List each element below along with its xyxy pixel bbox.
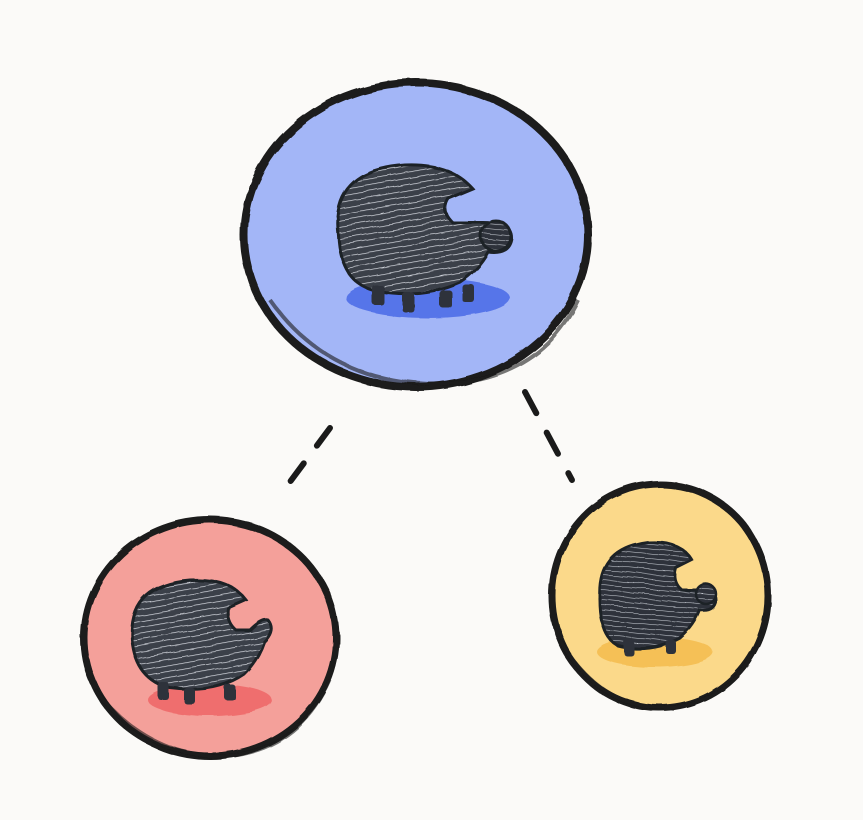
creature-icon [130,578,273,704]
child-node-left[interactable] [80,516,340,760]
connector-right [522,389,575,483]
creature-icon [598,540,718,656]
child-node-right[interactable] [548,480,772,712]
connector-left [275,425,333,501]
node-shadow [148,684,272,716]
parent-node[interactable] [240,79,592,391]
creature-icon [335,163,514,312]
